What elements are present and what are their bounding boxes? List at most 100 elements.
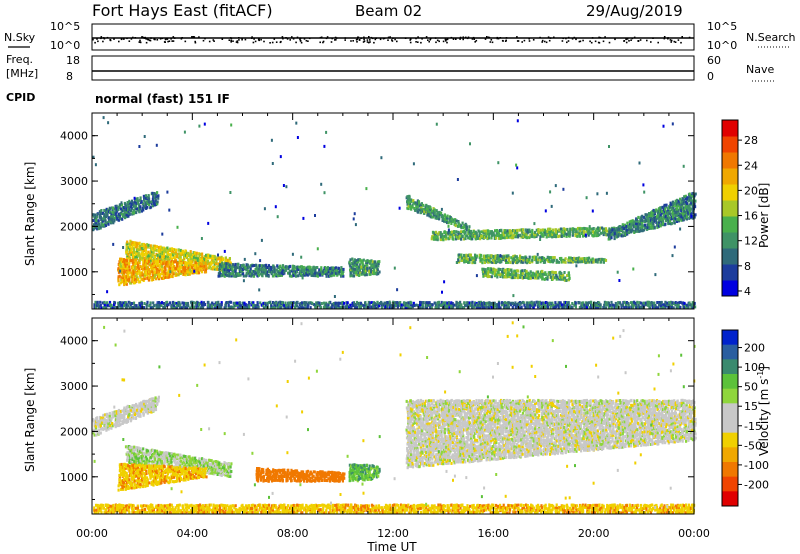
- power-cell: [160, 272, 163, 276]
- power-cell: [588, 232, 591, 235]
- power-cell: [152, 278, 155, 281]
- power-cell: [155, 143, 158, 147]
- power-cell: [583, 257, 586, 260]
- nsky-point: [212, 39, 215, 41]
- power-cell: [375, 264, 378, 268]
- power-cell: [350, 306, 353, 310]
- nsky-point: [429, 38, 431, 41]
- power-cell: [500, 236, 504, 240]
- power-cell: [605, 191, 608, 195]
- power-cell: [687, 305, 690, 309]
- freq-label-line2: [MHz]: [6, 67, 38, 80]
- power-cell: [140, 301, 143, 305]
- power-cell: [278, 268, 281, 272]
- power-cell: [320, 266, 323, 270]
- power-cell: [123, 266, 126, 270]
- power-cell: [290, 274, 293, 278]
- power-cell: [521, 231, 524, 235]
- power-cell: [419, 211, 422, 214]
- power-cell: [156, 304, 159, 307]
- power-cell: [534, 303, 537, 307]
- power-cell: [521, 271, 524, 275]
- power-cell: [127, 304, 130, 308]
- power-cell: [299, 269, 302, 273]
- power-cell: [397, 304, 400, 308]
- power-cell: [223, 268, 226, 272]
- power-cell: [451, 230, 454, 234]
- power-cell: [224, 262, 227, 266]
- nsky-point: [167, 40, 169, 43]
- power-cell: [674, 207, 678, 211]
- power-cell: [152, 248, 155, 252]
- nsky-point: [516, 40, 519, 42]
- power-cell: [677, 204, 680, 208]
- power-cell: [694, 213, 697, 217]
- power-cell: [541, 270, 544, 273]
- power-cell: [614, 304, 618, 308]
- power-cell: [145, 243, 149, 247]
- power-cell: [499, 306, 502, 310]
- power-cell: [418, 208, 421, 212]
- power-cell: [421, 303, 424, 307]
- power-cell: [262, 301, 265, 305]
- power-cell: [525, 236, 528, 240]
- nsky-point: [561, 40, 564, 42]
- power-cell: [273, 301, 276, 305]
- power-cell: [165, 255, 168, 259]
- power-cell: [354, 306, 357, 310]
- power-cell: [676, 218, 679, 221]
- power-cell: [100, 209, 103, 212]
- power-cell: [435, 209, 438, 213]
- power-cell: [685, 204, 688, 208]
- power-cell: [184, 260, 187, 264]
- power-cell: [442, 303, 445, 307]
- power-cell: [441, 214, 444, 218]
- power-cell: [547, 256, 550, 259]
- power-cell: [223, 249, 226, 253]
- power-cell: [534, 233, 537, 237]
- power-cell: [296, 136, 299, 139]
- power-cell: [444, 231, 447, 234]
- power-cell: [532, 306, 535, 310]
- power-cell: [674, 217, 677, 221]
- power-cell: [127, 265, 130, 269]
- power-cell: [662, 207, 665, 211]
- power-cell: [469, 253, 472, 257]
- power-cell: [163, 305, 166, 309]
- power-cell: [526, 230, 530, 234]
- power-cell: [266, 270, 269, 274]
- power-cell: [468, 232, 471, 236]
- power-cell: [224, 259, 227, 263]
- power-cell: [434, 232, 437, 236]
- power-cell: [128, 260, 131, 264]
- power-cell: [149, 301, 152, 305]
- power-cell: [119, 207, 123, 211]
- power-cell: [688, 208, 691, 212]
- power-cell: [133, 211, 136, 215]
- power-cell: [510, 276, 513, 280]
- power-cell: [552, 272, 555, 276]
- nsky-point: [670, 41, 672, 43]
- nsky-point: [184, 40, 187, 43]
- power-cell: [498, 255, 501, 259]
- power-cell: [130, 240, 133, 244]
- power-cell: [136, 276, 139, 280]
- power-cell: [145, 303, 148, 307]
- power-cell: [112, 221, 115, 225]
- power-cell: [322, 301, 326, 305]
- power-cell: [596, 304, 599, 307]
- power-cell: [415, 205, 418, 208]
- power-cell: [655, 218, 658, 222]
- power-cell: [485, 270, 488, 274]
- power-cell: [505, 236, 509, 240]
- power-cell: [151, 246, 154, 250]
- power-cell: [481, 257, 484, 261]
- power-cell: [278, 300, 281, 304]
- power-cell: [559, 275, 562, 279]
- power-cell: [418, 305, 421, 309]
- power-cell: [515, 231, 519, 235]
- power-cell: [210, 303, 213, 307]
- power-cell: [173, 301, 176, 305]
- power-cell: [124, 264, 127, 268]
- power-cell: [353, 212, 356, 216]
